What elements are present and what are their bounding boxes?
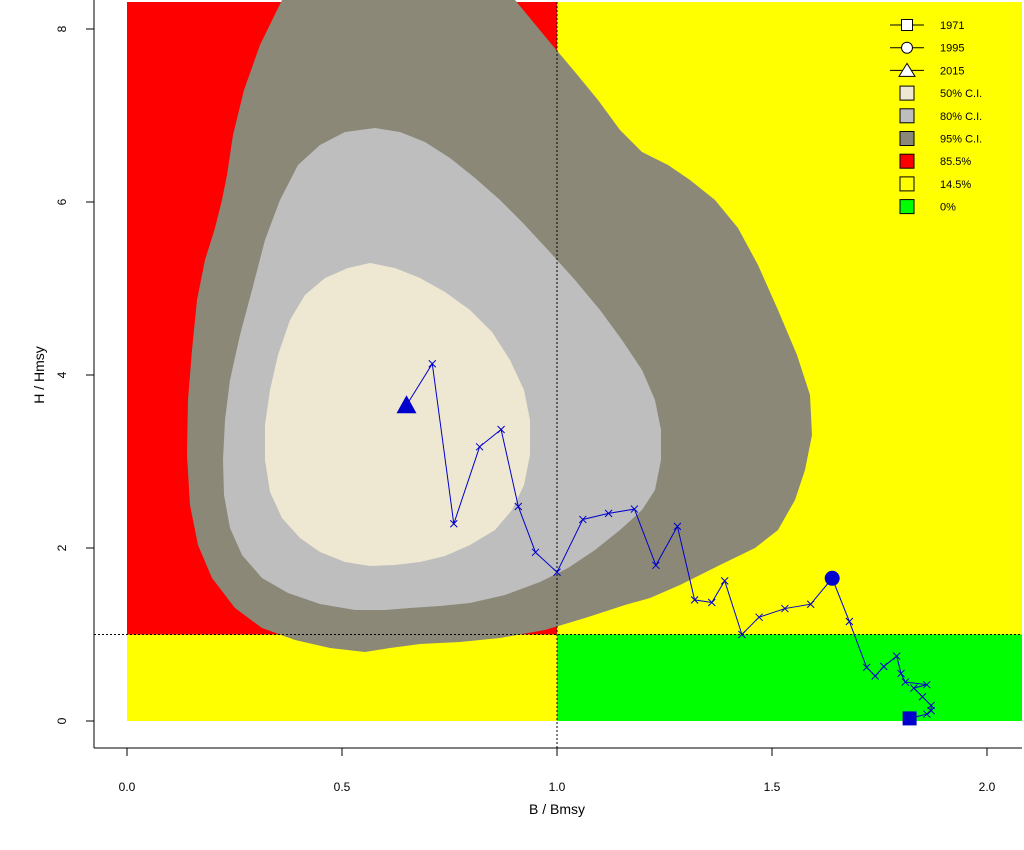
x-tick-label: 0.0 xyxy=(119,780,136,794)
legend-label: 1995 xyxy=(940,43,964,55)
y-tick-label: 4 xyxy=(55,371,69,378)
trajectory-point xyxy=(781,604,789,613)
y-tick-label: 8 xyxy=(55,25,69,32)
trajectory-point xyxy=(927,701,935,710)
legend-label: 50% C.I. xyxy=(940,88,982,100)
legend: 1971 1995 2015 50% C.I. 80% C.I. 95% C.I. 85.5… xyxy=(890,19,982,215)
legend-swatch xyxy=(899,153,915,169)
y-tick-label: 6 xyxy=(55,198,69,205)
legend-label: 80% C.I. xyxy=(940,111,982,123)
legend-swatch xyxy=(899,108,915,124)
x-tick-label: 0.5 xyxy=(334,780,351,794)
trajectory-point xyxy=(879,662,888,671)
trajectory-point xyxy=(918,692,927,701)
trajectory-point xyxy=(892,652,901,660)
trajectory-point xyxy=(673,522,682,531)
trajectory-point xyxy=(720,577,729,585)
confidence-regions xyxy=(187,0,812,652)
trajectory-point xyxy=(497,425,505,434)
marker-1971 xyxy=(902,711,917,726)
legend-label: 2015 xyxy=(940,65,964,77)
trajectory-point xyxy=(897,669,905,678)
x-axis-label: B / Bmsy xyxy=(529,801,585,817)
trajectory-point xyxy=(553,568,561,577)
trajectory-point xyxy=(901,678,910,686)
y-tick-label: 2 xyxy=(55,544,69,551)
legend-square-symbol xyxy=(901,19,913,31)
trajectory-point xyxy=(449,519,458,528)
ci-50-region xyxy=(265,263,530,566)
reference-lines xyxy=(94,2,1022,748)
axes: 0.0 0.5 1.0 1.5 2.0 0 2 4 6 8 B / Bmsy H / Hmsy xyxy=(31,0,1022,817)
legend-triangle-symbol xyxy=(898,62,916,77)
trajectory-point xyxy=(428,359,437,368)
trajectory-point xyxy=(531,548,540,557)
legend-label: 14.5% xyxy=(940,179,971,191)
x-tick-label: 1.5 xyxy=(764,780,781,794)
legend-label: 95% C.I. xyxy=(940,134,982,146)
x-tick-label: 1.0 xyxy=(549,780,566,794)
y-tick-label: 0 xyxy=(55,717,69,724)
trajectory-point xyxy=(652,561,660,570)
trajectory-point xyxy=(578,515,587,524)
trajectory-point xyxy=(922,710,931,718)
trajectory-point xyxy=(604,509,613,518)
legend-circle-symbol xyxy=(901,41,913,54)
x-tick-label: 2.0 xyxy=(979,780,996,794)
trajectory-point xyxy=(630,505,639,513)
trajectory xyxy=(396,359,935,726)
trajectory-point xyxy=(514,502,523,511)
legend-swatch xyxy=(899,85,915,101)
trajectory-point xyxy=(707,598,716,607)
trajectory-point xyxy=(862,663,871,672)
quadrant-bottom-right xyxy=(557,634,1022,721)
legend-label: 0% xyxy=(940,202,956,214)
trajectory-point xyxy=(755,613,763,622)
marker-1995 xyxy=(824,570,840,586)
legend-label: 1971 xyxy=(940,20,964,32)
trajectory-point xyxy=(845,617,854,626)
trajectory-point xyxy=(738,630,746,639)
trajectory-point xyxy=(690,596,699,604)
marker-2015 xyxy=(396,395,417,414)
legend-swatch xyxy=(899,199,915,215)
legend-swatch xyxy=(899,176,915,192)
legend-label: 85.5% xyxy=(940,156,971,168)
trajectory-point xyxy=(806,600,815,609)
trajectory-point xyxy=(871,672,880,680)
trajectory-point xyxy=(910,684,918,692)
trajectory-point xyxy=(922,680,931,689)
y-axis-label: H / Hmsy xyxy=(31,346,47,404)
legend-swatch xyxy=(899,131,915,146)
trajectory-point xyxy=(475,442,484,451)
